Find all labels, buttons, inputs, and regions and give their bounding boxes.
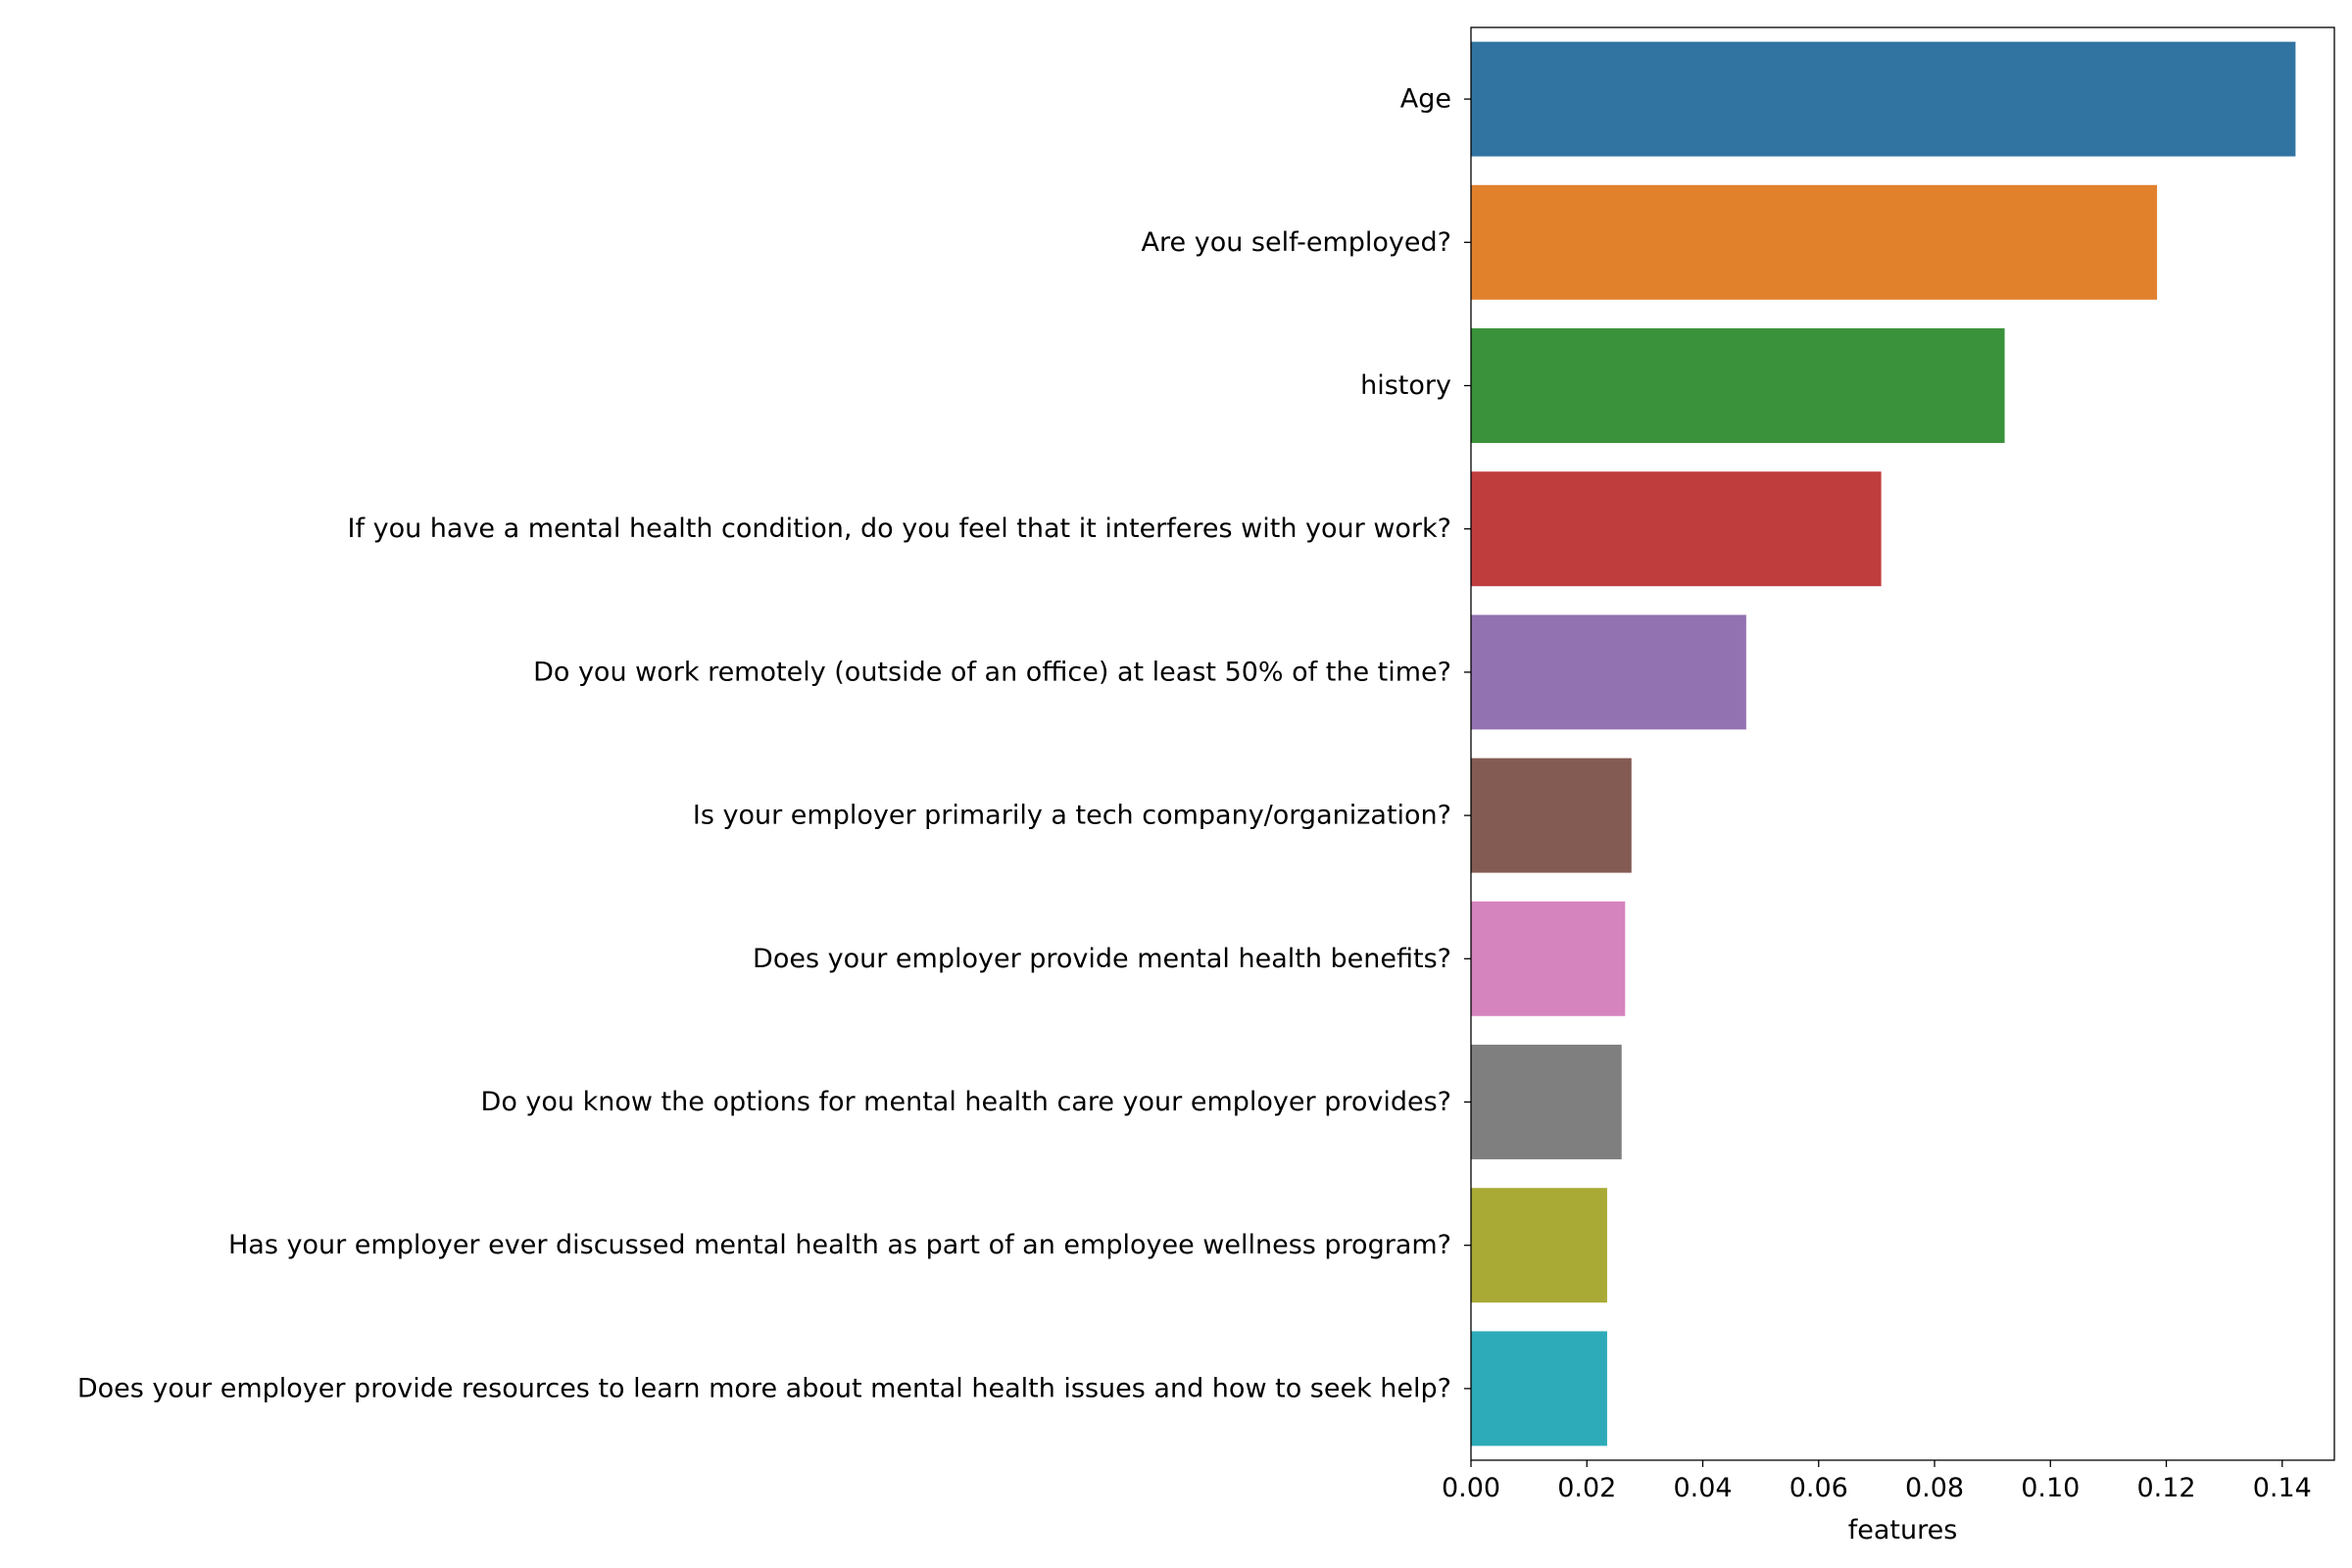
y-tick-label: Has your employer ever discussed mental … xyxy=(228,1230,1451,1260)
bar xyxy=(1471,1188,1607,1303)
bar xyxy=(1471,1331,1607,1446)
x-tick-label: 0.08 xyxy=(1905,1473,1964,1503)
x-tick-label: 0.02 xyxy=(1557,1473,1616,1503)
x-tick-label: 0.04 xyxy=(1673,1473,1732,1503)
bar xyxy=(1471,1045,1622,1159)
x-tick-label: 0.06 xyxy=(1789,1473,1848,1503)
x-axis: 0.00 0.02 0.04 0.06 0.08 0.10 0.12 0.14 xyxy=(1442,1460,2312,1503)
bar xyxy=(1471,901,1626,1016)
x-tick-label: 0.12 xyxy=(2136,1473,2195,1503)
x-axis-label: features xyxy=(1848,1515,1958,1545)
bar xyxy=(1471,614,1746,730)
y-tick-label: Do you know the options for mental healt… xyxy=(481,1087,1451,1117)
x-tick-label: 0.00 xyxy=(1442,1473,1500,1503)
bar xyxy=(1471,471,1882,587)
y-tick-label: history xyxy=(1360,370,1451,401)
y-tick-label: Do you work remotely (outside of an offi… xyxy=(533,657,1451,687)
y-axis: Age Are you self-employed? history If you h… xyxy=(77,84,1471,1403)
bar xyxy=(1471,41,2296,157)
bar xyxy=(1471,184,2158,300)
y-tick-label: Does your employer provide mental health… xyxy=(753,944,1451,974)
y-tick-label: Is your employer primarily a tech compan… xyxy=(693,801,1451,831)
plot-frame xyxy=(1470,26,2335,1461)
y-tick-label: If you have a mental health condition, d… xyxy=(348,514,1451,544)
bars-layer xyxy=(1471,41,2296,1446)
bar xyxy=(1471,328,2005,443)
bar xyxy=(1471,758,1632,873)
y-tick-label: Are you self-employed? xyxy=(1142,227,1451,258)
x-tick-label: 0.14 xyxy=(2253,1473,2312,1503)
axes-spines xyxy=(1470,26,2335,1461)
x-tick-label: 0.10 xyxy=(2021,1473,2080,1503)
y-tick-label: Does your employer provide resources to … xyxy=(77,1373,1451,1403)
y-tick-label: Age xyxy=(1400,84,1451,115)
